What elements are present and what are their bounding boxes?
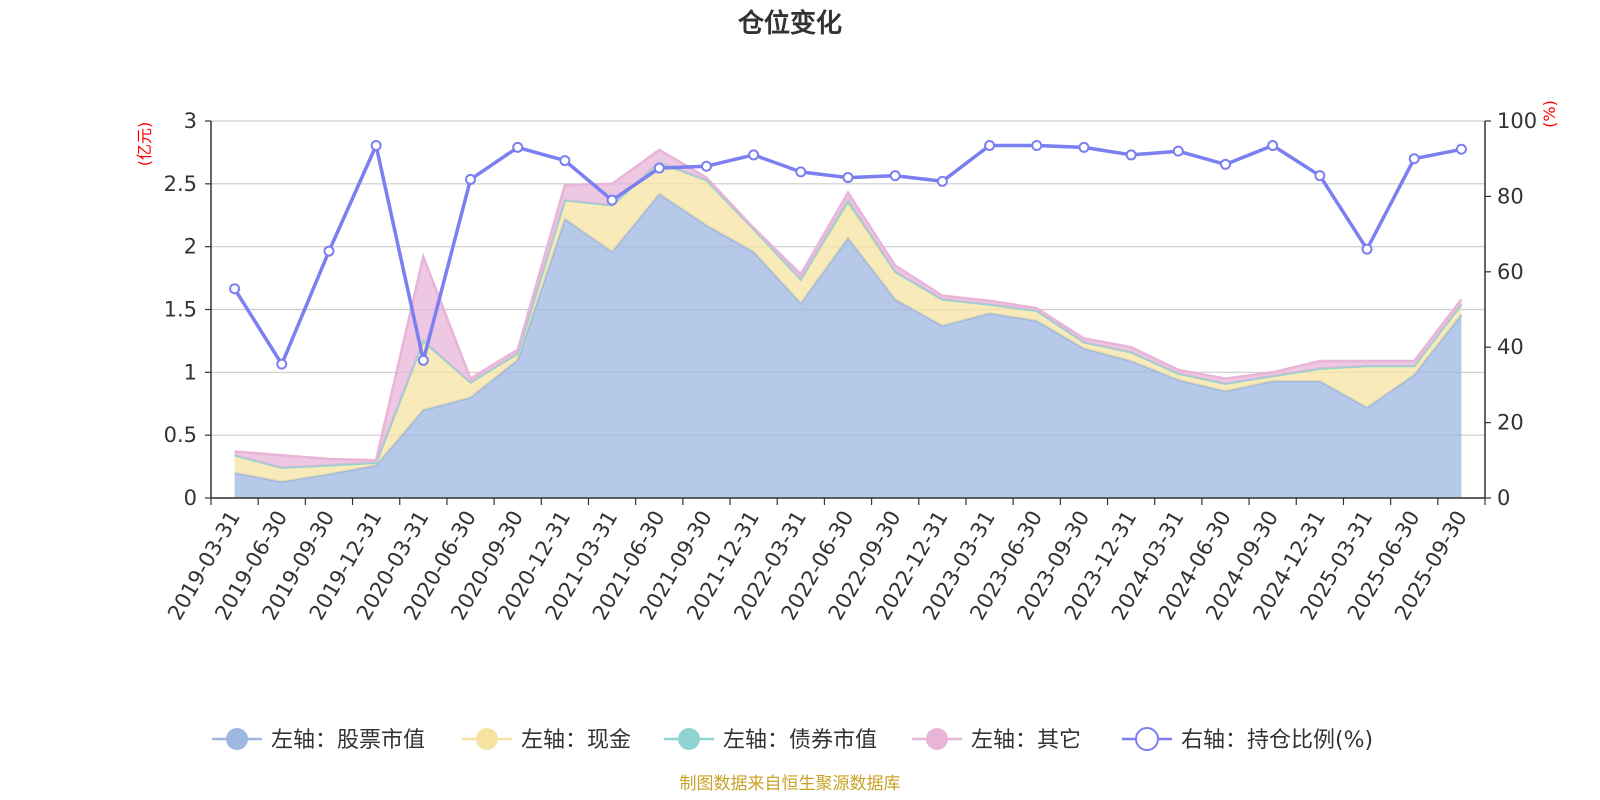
source-note: 制图数据来自恒生聚源数据库 xyxy=(680,774,901,794)
ratio-point xyxy=(1267,140,1279,152)
ratio-point xyxy=(1172,145,1184,157)
right-axis-tick-label: 60 xyxy=(1497,260,1524,284)
ratio-point xyxy=(748,149,760,161)
left-axis-unit: (亿元) xyxy=(135,122,154,167)
ratio-point xyxy=(936,175,948,187)
left-axis-tick-label: 3 xyxy=(184,109,197,133)
legend-label: 右轴：持仓比例(%) xyxy=(1181,728,1373,753)
chart-title: 仓位变化 xyxy=(737,8,842,39)
ratio-point xyxy=(889,170,901,182)
left-axis-tick-label: 1 xyxy=(184,360,197,384)
left-axis-tick-label: 0 xyxy=(184,486,197,510)
right-axis-tick-label: 0 xyxy=(1497,486,1510,510)
stacked-areas xyxy=(234,148,1463,498)
ratio-point xyxy=(1408,153,1420,165)
ratio-point xyxy=(370,140,382,152)
ratio-point xyxy=(1078,141,1090,153)
ratio-point xyxy=(1031,140,1043,152)
ratio-point xyxy=(276,358,288,370)
legend-label: 左轴：其它 xyxy=(971,728,1081,753)
left-axis-tick-label: 0.5 xyxy=(164,423,197,447)
ratio-point xyxy=(229,283,241,295)
ratio-point xyxy=(323,245,335,257)
ratio-point xyxy=(795,166,807,178)
right-axis-tick-label: 20 xyxy=(1497,411,1524,435)
right-axis-tick-label: 100 xyxy=(1497,109,1537,133)
ratio-point xyxy=(559,155,571,167)
left-axis-tick-label: 2 xyxy=(184,235,197,259)
right-axis-tick-label: 80 xyxy=(1497,184,1524,208)
legend-symbol-dot xyxy=(926,728,948,750)
ratio-point xyxy=(700,160,712,172)
ratio-point xyxy=(842,172,854,184)
right-axis-tick-label: 40 xyxy=(1497,335,1524,359)
left-axis-tick-label: 1.5 xyxy=(164,298,197,322)
legend-other: 左轴：其它 xyxy=(912,728,1081,753)
ratio-point xyxy=(1314,170,1326,182)
legend-stock-value: 左轴：股票市值 xyxy=(212,728,425,753)
ratio-point xyxy=(512,141,524,153)
legend-label: 左轴：现金 xyxy=(521,728,631,753)
legend-cash: 左轴：现金 xyxy=(462,728,631,753)
ratio-point xyxy=(1125,149,1137,161)
legend: 左轴：股票市值 左轴：现金 左轴：债券市值 左轴：其它 右轴：持仓比例(%) xyxy=(212,727,1373,753)
ratio-point xyxy=(984,140,996,152)
legend-symbol-dot xyxy=(226,728,248,750)
ratio-point xyxy=(1361,243,1373,255)
left-axis-tick-label: 2.5 xyxy=(164,172,197,196)
area-stock-value xyxy=(234,193,1462,498)
area-cash xyxy=(234,162,1462,482)
ratio-point xyxy=(1219,158,1231,170)
ratio-point xyxy=(465,173,477,185)
legend-label: 左轴：债券市值 xyxy=(723,728,877,753)
legend-label: 左轴：股票市值 xyxy=(271,728,425,753)
holding-ratio-line xyxy=(229,140,1467,370)
legend-symbol-dot xyxy=(678,728,700,750)
ratio-point xyxy=(606,194,618,206)
legend-bond-value: 左轴：债券市值 xyxy=(664,728,877,753)
ratio-point xyxy=(417,354,429,366)
ratio-point xyxy=(1455,143,1467,155)
right-axis-unit: (%) xyxy=(1540,100,1559,128)
legend-symbol-dot xyxy=(476,728,498,750)
ratio-point xyxy=(653,162,665,174)
legend-symbol-dot xyxy=(1135,727,1159,751)
legend-holding-ratio: 右轴：持仓比例(%) xyxy=(1122,727,1373,753)
